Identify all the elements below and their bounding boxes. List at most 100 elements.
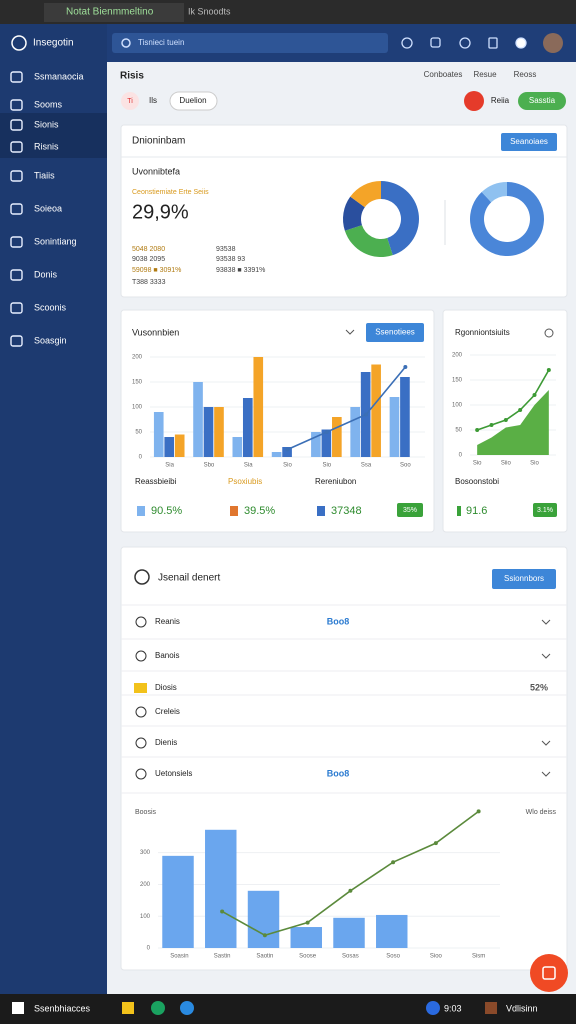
nav-item[interactable]: Ssmanaocia xyxy=(34,71,84,81)
line-point xyxy=(532,393,537,397)
chevron[interactable] xyxy=(541,619,551,625)
nav-icon[interactable] xyxy=(10,203,23,215)
bar xyxy=(389,397,400,457)
button-label[interactable]: Seanoiaes xyxy=(510,137,548,146)
settings-icon[interactable] xyxy=(544,328,554,338)
bar xyxy=(321,429,332,457)
bar xyxy=(311,432,321,457)
chevron[interactable] xyxy=(345,329,355,335)
top-icons[interactable] xyxy=(401,37,527,49)
action-button[interactable] xyxy=(518,92,566,110)
badge-text: 3.1% xyxy=(537,507,553,514)
nav-item[interactable]: Sionis xyxy=(34,119,59,129)
chevron[interactable] xyxy=(541,740,551,746)
row-label[interactable]: Banois xyxy=(155,651,179,660)
row-icon xyxy=(135,616,147,628)
taskbar xyxy=(0,994,576,1024)
action-label[interactable]: Sasstia xyxy=(529,96,556,105)
logo xyxy=(11,35,27,51)
button-label[interactable]: Ssenotiees xyxy=(375,328,415,337)
nav-item[interactable]: Soieoa xyxy=(34,203,62,213)
button[interactable] xyxy=(492,569,556,589)
filter[interactable] xyxy=(169,91,218,111)
nav-item[interactable]: Soasgin xyxy=(34,335,67,345)
line-point xyxy=(489,423,494,427)
nav-item[interactable]: Risnis xyxy=(34,141,59,151)
x-tick-label: Soso xyxy=(386,954,400,960)
nav-item[interactable]: Donis xyxy=(34,269,58,279)
line-point xyxy=(503,418,508,422)
taskbar-app[interactable] xyxy=(122,1002,134,1014)
search-text: Tisnieci tuein xyxy=(138,38,184,47)
search-box[interactable] xyxy=(112,33,388,53)
nav-icon[interactable] xyxy=(10,335,23,347)
y-tick-label: 50 xyxy=(135,430,142,436)
stat: 9038 2095 xyxy=(132,256,165,263)
browser-tab[interactable] xyxy=(44,3,184,22)
stat: 93538 93 xyxy=(216,256,245,263)
x-tick-label: Soasin xyxy=(170,954,188,960)
area xyxy=(477,390,549,455)
bar xyxy=(376,914,408,948)
tab[interactable]: Conboates xyxy=(424,70,463,79)
y-tick-label: 300 xyxy=(140,850,151,856)
nav-item[interactable]: Tiaiis xyxy=(34,170,55,180)
button[interactable] xyxy=(501,133,557,151)
stat-label: Rereniubon xyxy=(315,477,356,486)
button-label[interactable]: Ssionnbors xyxy=(504,574,544,583)
x-tick-label: Sio xyxy=(473,461,482,467)
nav-icon[interactable] xyxy=(10,302,23,314)
start-icon[interactable] xyxy=(12,1002,24,1014)
line-point xyxy=(305,920,310,925)
tab-title: Ik Snoodts xyxy=(188,6,231,16)
row-label[interactable]: Creleis xyxy=(155,707,180,716)
row-label[interactable]: Diosis xyxy=(155,683,177,692)
stat-swatch xyxy=(230,506,238,516)
filter-label[interactable]: Duelion xyxy=(179,96,206,105)
line xyxy=(287,366,406,451)
button[interactable] xyxy=(366,323,424,342)
bar xyxy=(164,437,175,457)
fab[interactable] xyxy=(530,954,568,992)
bar xyxy=(174,434,185,457)
nav-icon[interactable] xyxy=(10,119,23,131)
stat-value: 37348 xyxy=(331,505,362,517)
nav-item[interactable]: Sooms xyxy=(34,99,63,109)
nav-icon[interactable] xyxy=(10,236,23,248)
x-tick-label: Sosas xyxy=(342,954,359,960)
tray-icon[interactable] xyxy=(485,1002,497,1014)
y-tick-label: 0 xyxy=(459,453,463,459)
line-point xyxy=(348,888,353,893)
avatar[interactable] xyxy=(543,33,563,53)
nav-icon[interactable] xyxy=(10,71,23,83)
y-tick-label: 100 xyxy=(140,914,151,920)
nav-item[interactable]: Scoonis xyxy=(34,302,67,312)
tab[interactable]: Reoss xyxy=(514,70,537,79)
stat: 93538 xyxy=(216,246,236,253)
donut-segment xyxy=(350,181,381,208)
nav-icon[interactable] xyxy=(10,170,23,182)
x-tick-label: Sastin xyxy=(214,954,231,960)
line xyxy=(476,369,550,431)
tray-icon[interactable] xyxy=(426,1001,440,1015)
taskbar-app[interactable] xyxy=(151,1001,165,1015)
nav-icon[interactable] xyxy=(10,269,23,281)
bar xyxy=(205,829,237,948)
chevron[interactable] xyxy=(541,653,551,659)
nav-item[interactable]: Sonintiang xyxy=(34,236,77,246)
row-icon xyxy=(134,683,147,693)
nav-icon[interactable] xyxy=(10,99,23,111)
tab[interactable]: Resue xyxy=(473,70,497,79)
row-label[interactable]: Dienis xyxy=(155,738,177,747)
chevron[interactable] xyxy=(541,771,551,777)
details-icon xyxy=(134,569,150,585)
bar xyxy=(214,407,224,457)
nav-icon[interactable] xyxy=(10,141,23,153)
row-label[interactable]: Uetonsiels xyxy=(155,769,192,778)
x-tick-label: Soo xyxy=(400,463,411,469)
taskbar-app[interactable] xyxy=(180,1001,194,1015)
row-label[interactable]: Reanis xyxy=(155,617,180,626)
